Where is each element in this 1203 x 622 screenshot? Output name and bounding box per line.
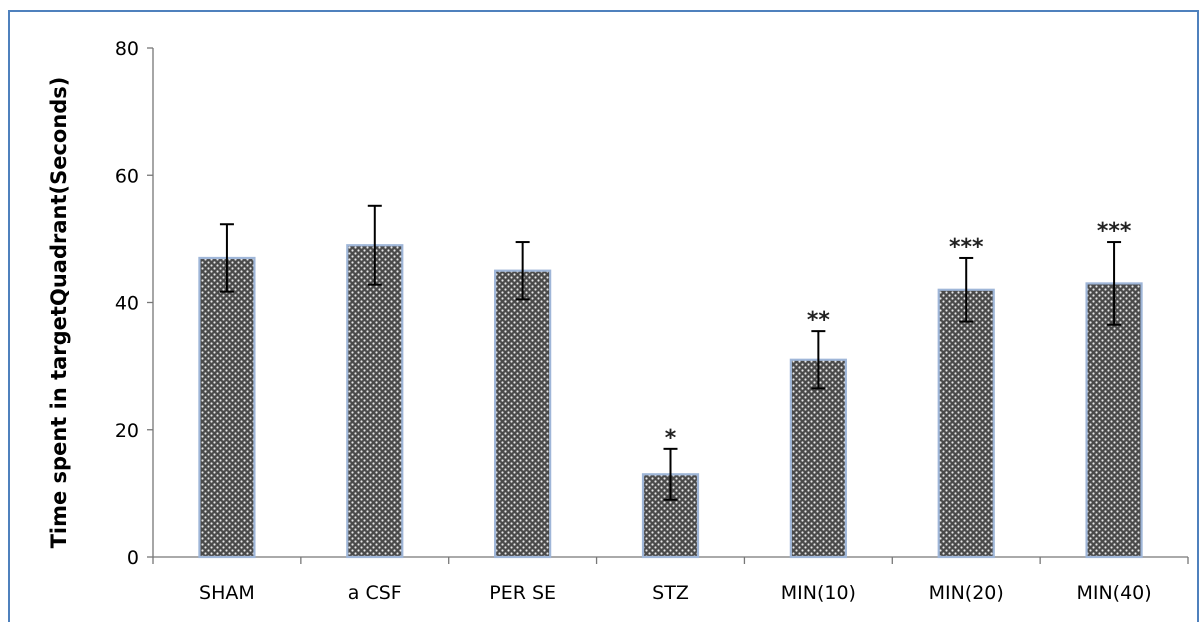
chart-border <box>8 10 1199 622</box>
bar <box>937 288 995 559</box>
significance-marker: * <box>665 426 677 451</box>
x-category-label: MIN(40) <box>1076 582 1151 604</box>
y-tick-label: 60 <box>115 165 139 187</box>
y-tick-label: 20 <box>115 420 139 442</box>
bar <box>198 256 256 559</box>
x-category-label: a CSF <box>348 582 402 604</box>
y-tick-label: 40 <box>115 293 139 315</box>
significance-marker: ** <box>807 308 831 333</box>
bar <box>346 244 404 559</box>
bar <box>641 473 700 559</box>
significance-marker: *** <box>1097 219 1132 244</box>
significance-marker: *** <box>949 235 984 260</box>
bar <box>1085 282 1143 559</box>
bar <box>494 269 552 559</box>
bars-group <box>198 244 1143 559</box>
error-bars-group <box>219 204 1122 501</box>
y-tick-label: 0 <box>127 547 139 569</box>
y-tick-label: 80 <box>115 38 139 60</box>
y-axis-label: Time spent in targetQuadrant(Seconds) <box>47 77 71 549</box>
x-category-label: STZ <box>652 582 689 604</box>
x-category-label: SHAM <box>199 582 255 604</box>
labels-group: 0 20 40 60 80 SHAM a CSF PER SE * STZ ** MIN(10) ***… <box>115 38 1152 604</box>
x-category-label: MIN(10) <box>781 582 856 604</box>
x-category-label: MIN(20) <box>929 582 1004 604</box>
x-category-label: PER SE <box>489 582 556 604</box>
